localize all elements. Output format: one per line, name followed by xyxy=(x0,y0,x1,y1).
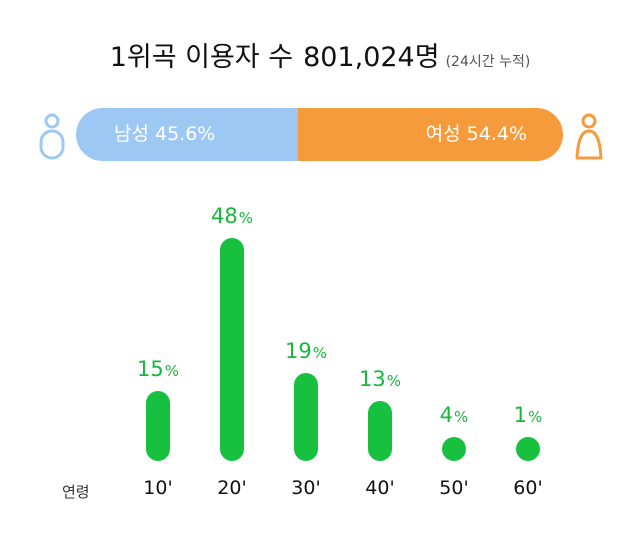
bar-value-label: 13% xyxy=(359,366,401,391)
male-person-icon xyxy=(39,113,65,160)
user-count: 801,024명 xyxy=(303,42,440,73)
bar-4 xyxy=(368,400,392,461)
gender-bar: 남성 45.6% 여성 54.4% xyxy=(76,108,563,161)
x-tick-label: 40' xyxy=(365,477,395,499)
page-title: 1위곡 이용자 수 xyxy=(109,42,294,73)
x-tick-label: 30' xyxy=(291,477,321,499)
male-label: 남성 45.6% xyxy=(114,123,216,145)
bar-5 xyxy=(442,437,466,461)
x-tick-label: 20' xyxy=(217,477,247,499)
gender-ratio: 남성 45.6% 여성 54.4% xyxy=(0,108,640,162)
bar-value-label: 15% xyxy=(137,357,179,382)
female-segment: 여성 54.4% xyxy=(298,108,563,161)
female-label: 여성 54.4% xyxy=(425,123,527,145)
bar-1 xyxy=(146,391,170,461)
bar-value-label: 19% xyxy=(285,338,327,363)
headline: 1위곡 이용자 수 801,024명 (24시간 누적) xyxy=(0,36,640,84)
female-person-icon xyxy=(575,113,603,160)
male-segment: 남성 45.6% xyxy=(76,108,299,161)
bar-value-label: 4% xyxy=(439,403,469,427)
bar-value-label: 1% xyxy=(513,403,543,427)
bar-3 xyxy=(294,372,318,461)
bar-6 xyxy=(516,437,540,461)
x-tick-label: 50' xyxy=(439,477,469,499)
x-tick-label: 60' xyxy=(513,477,543,499)
x-axis-title: 연령 xyxy=(62,483,90,501)
bar-value-label: 48% xyxy=(211,204,253,228)
x-tick-label: 10' xyxy=(143,477,173,499)
count-note: (24시간 누적) xyxy=(445,54,531,70)
bar-2 xyxy=(220,238,244,461)
